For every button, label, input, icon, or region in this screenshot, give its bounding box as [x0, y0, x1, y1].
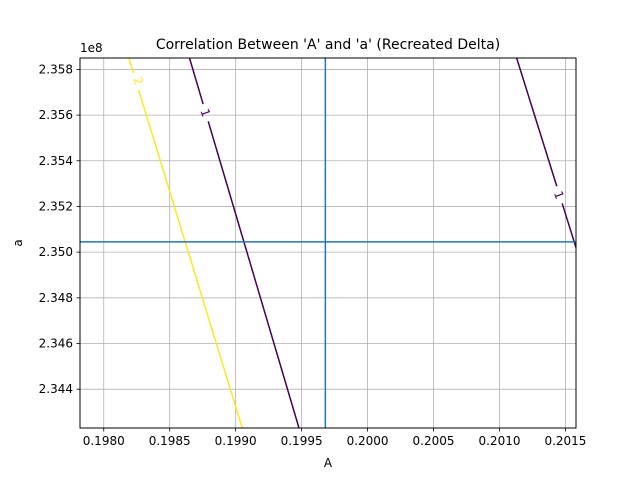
y-tick-label: 2.356: [39, 108, 73, 122]
contour-line-1: [515, 57, 558, 187]
y-axis-label: a: [11, 239, 25, 246]
contour-line-2: [128, 57, 135, 74]
y-tick-label: 2.358: [39, 62, 73, 76]
contour-line-1: [188, 57, 204, 105]
contour-label-1: 1: [197, 107, 213, 119]
x-tick-label: 0.2000: [347, 434, 389, 448]
chart-title: Correlation Between 'A' and 'a' (Recreat…: [156, 37, 500, 53]
x-tick-label: 0.1985: [149, 434, 191, 448]
x-tick-label: 0.2005: [413, 434, 455, 448]
x-axis-label: A: [324, 456, 333, 470]
contour-line-2: [137, 89, 243, 429]
y-tick-label: 2.344: [39, 382, 73, 396]
plot-frame: [79, 57, 577, 429]
y-tick-label: 2.354: [39, 154, 73, 168]
y-tick-label: 2.346: [39, 336, 73, 350]
x-axis-ticks: 0.1980 0.1985 0.1990 0.1995 0.2000 0.2005 0.20…: [83, 428, 586, 448]
x-tick-label: 0.2015: [544, 434, 586, 448]
x-tick-label: 0.1990: [215, 434, 257, 448]
contour-labels: 1 1 2: [130, 75, 567, 201]
contour-lines: [128, 57, 577, 429]
x-tick-label: 0.1980: [83, 434, 125, 448]
grid: [80, 58, 576, 428]
contour-line-1: [207, 121, 300, 429]
y-tick-label: 2.350: [39, 245, 73, 259]
x-tick-label: 0.2010: [478, 434, 520, 448]
y-offset-text: 1e8: [80, 41, 103, 55]
best-fit-lines: [80, 58, 576, 428]
x-tick-label: 0.1995: [281, 434, 323, 448]
y-tick-label: 2.348: [39, 291, 73, 305]
contour-label-1: 1: [551, 189, 567, 201]
contour-line-1: [561, 203, 577, 248]
y-tick-label: 2.352: [39, 199, 73, 213]
y-axis-ticks: 2.344 2.346 2.348 2.350 2.352 2.354 2.356 2.358: [39, 62, 80, 396]
contour-label-2: 2: [130, 75, 146, 87]
